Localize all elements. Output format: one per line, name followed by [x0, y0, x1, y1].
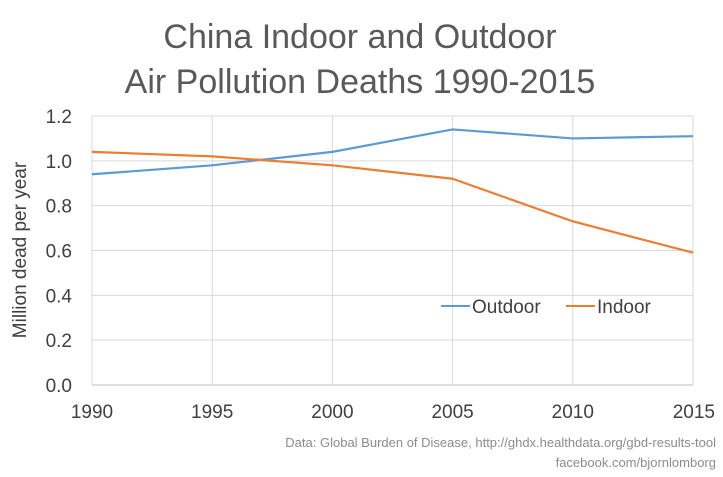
series-line-outdoor: [91, 128, 694, 176]
y-tick-label: 0.8: [46, 197, 72, 218]
series-line-indoor: [91, 150, 694, 254]
gridlines: [91, 115, 694, 386]
chart-title-line-1: China Indoor and Outdoor: [163, 18, 556, 56]
y-tick-label: 1.0: [46, 152, 72, 173]
y-tick-label: 0.0: [46, 376, 72, 397]
x-tick-labels: 1990 1995 2000 2005 2010 2015: [71, 402, 715, 423]
y-tick-label: 0.6: [46, 242, 72, 263]
x-tick-label: 2010: [552, 402, 594, 423]
y-axis-label: Million dead per year: [10, 161, 31, 338]
legend: Outdoor Indoor: [441, 297, 652, 318]
x-tick-label: 1990: [71, 402, 113, 423]
y-tick-labels: 0.0 0.2 0.4 0.6 0.8 1.0 1.2: [46, 107, 73, 397]
x-tick-label: 2015: [673, 402, 715, 423]
x-tick-label: 2005: [431, 402, 473, 423]
y-tick-label: 0.2: [46, 331, 72, 352]
series-lines: [91, 128, 694, 254]
source-note: Data: Global Burden of Disease, http://g…: [285, 435, 716, 450]
chart-title-line-2: Air Pollution Deaths 1990-2015: [125, 63, 596, 101]
legend-label-outdoor: Outdoor: [472, 297, 541, 318]
credit-note: facebook.com/bjornlomborg: [556, 455, 716, 470]
y-tick-label: 1.2: [46, 107, 72, 128]
x-tick-label: 2000: [311, 402, 353, 423]
x-tick-label: 1995: [191, 402, 233, 423]
y-tick-label: 0.4: [46, 286, 73, 307]
legend-label-indoor: Indoor: [597, 297, 652, 318]
